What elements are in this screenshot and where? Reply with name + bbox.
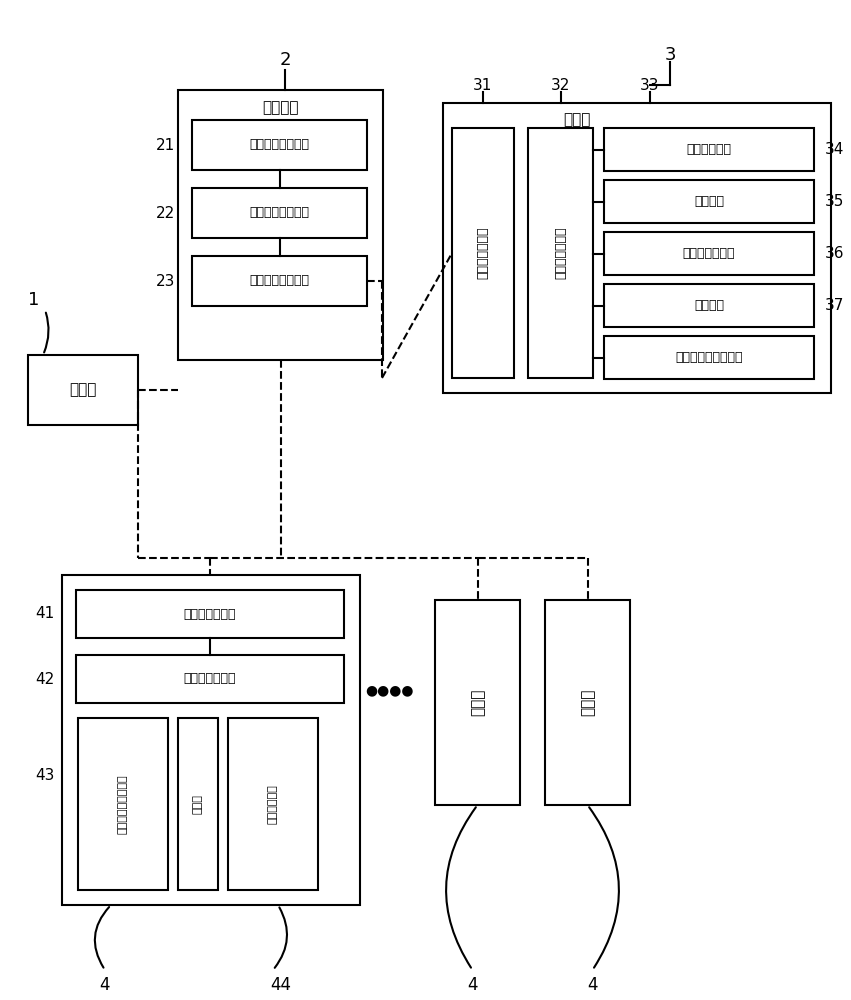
Text: 服务器端处理单元: 服务器端处理单元	[249, 207, 310, 220]
Bar	[76, 590, 344, 638]
Bar	[604, 336, 814, 379]
Text: 车载端通信单元: 车载端通信单元	[477, 227, 489, 279]
Text: 4: 4	[467, 976, 477, 994]
Text: 32: 32	[551, 78, 571, 93]
Text: 36: 36	[825, 246, 844, 261]
Text: 22: 22	[156, 206, 175, 221]
Bar	[228, 718, 318, 890]
Bar	[178, 90, 383, 360]
Text: 充电桩通信单元: 充电桩通信单元	[184, 607, 237, 620]
Bar	[604, 180, 814, 223]
Text: 服务器端: 服务器端	[262, 101, 299, 115]
Text: 35: 35	[825, 194, 844, 209]
Text: 还车异常处理单元: 还车异常处理单元	[249, 138, 310, 151]
Text: 用户端: 用户端	[69, 382, 97, 397]
Bar	[452, 128, 514, 378]
Text: 2: 2	[279, 51, 291, 69]
Text: 43: 43	[36, 768, 55, 782]
Text: 41: 41	[36, 606, 55, 621]
Bar	[78, 718, 168, 890]
Bar	[178, 718, 218, 890]
Text: 车载端状态检测单元: 车载端状态检测单元	[675, 351, 743, 364]
Bar	[443, 103, 831, 393]
Bar	[528, 128, 593, 378]
Text: 感应发射单元: 感应发射单元	[268, 784, 278, 824]
Text: 4: 4	[587, 976, 597, 994]
Bar	[604, 232, 814, 275]
Text: 充电桩: 充电桩	[470, 689, 485, 716]
Bar	[192, 120, 367, 170]
Bar	[545, 600, 630, 805]
Text: 充电桩接口单元: 充电桩接口单元	[683, 247, 735, 260]
Bar	[604, 128, 814, 171]
Text: 服务器端通信单元: 服务器端通信单元	[249, 274, 310, 288]
Text: 23: 23	[156, 273, 175, 288]
Text: 计费单元: 计费单元	[694, 195, 724, 208]
Text: 4: 4	[100, 976, 111, 994]
Text: 42: 42	[36, 672, 55, 686]
Text: 44: 44	[271, 976, 292, 994]
Text: 3: 3	[665, 46, 676, 64]
Text: 31: 31	[473, 78, 493, 93]
Text: 锁定单元: 锁定单元	[694, 299, 724, 312]
Text: 车载端处理单元: 车载端处理单元	[554, 227, 567, 279]
Text: 充电桩状态检测单元: 充电桩状态检测单元	[118, 774, 128, 834]
Bar	[435, 600, 520, 805]
Text: 充电桩: 充电桩	[193, 794, 203, 814]
Text: 充电桩处理单元: 充电桩处理单元	[184, 672, 237, 686]
Bar	[604, 284, 814, 327]
Bar	[62, 575, 360, 905]
Text: 34: 34	[825, 142, 844, 157]
Text: ●●●●: ●●●●	[366, 683, 414, 697]
Text: 21: 21	[156, 137, 175, 152]
Text: 感应接收单元: 感应接收单元	[687, 143, 732, 156]
Text: 33: 33	[640, 78, 660, 93]
Bar	[28, 355, 138, 425]
Bar	[192, 188, 367, 238]
Text: 37: 37	[825, 298, 844, 313]
Text: 充电桩: 充电桩	[580, 689, 595, 716]
Bar	[192, 256, 367, 306]
Text: 1: 1	[28, 291, 39, 309]
Text: 车载端: 车载端	[563, 112, 591, 127]
Bar	[76, 655, 344, 703]
